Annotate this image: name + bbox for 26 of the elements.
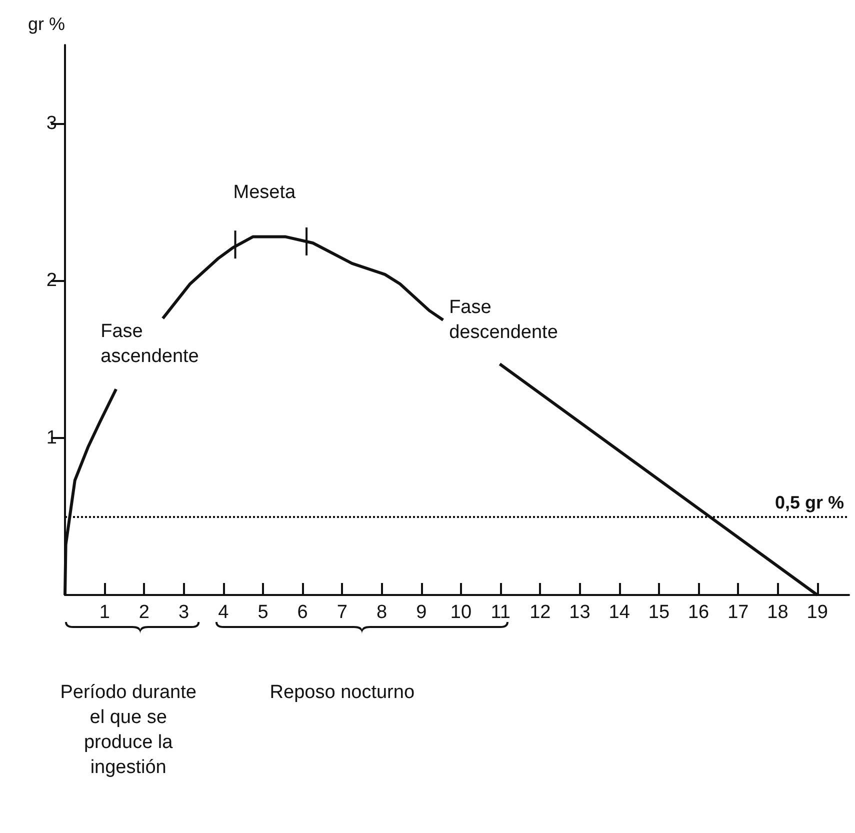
x-tick-label: 18 [767,602,788,623]
x-tick-label: 15 [648,602,670,623]
x-tick-label: 9 [416,602,427,623]
x-tick-label: 1 [99,602,110,623]
text: Período durante el que se produce la ingestión [59,681,198,780]
x-tick-label: 5 [258,602,268,623]
x-tick-label: 14 [608,602,630,623]
annotation: Fase descendente [449,296,559,345]
text: Reposo nocturno [270,682,415,703]
x-tick-label: 16 [688,602,710,623]
x-tick-label: 13 [569,602,590,623]
x-tick-label: 17 [728,602,749,623]
annotation: Meseta [233,181,297,206]
x-tick-label: 4 [218,602,230,623]
x-tick-label: 3 [178,602,190,623]
x-tick-label: 2 [138,602,150,623]
ref-line-label: 0,5 gr % [774,492,844,512]
x-tick-label: 11 [490,602,510,623]
x-tick-label: 7 [336,602,348,623]
x-tick-label: 8 [376,602,388,623]
x-tick-label: 10 [450,602,472,623]
annotation: Fase ascendente [100,320,200,369]
x-tick-label: 19 [806,602,828,623]
y-axis-title: gr % [28,14,65,34]
x-tick-label: 6 [297,602,308,623]
x-tick-label: 12 [530,602,551,623]
